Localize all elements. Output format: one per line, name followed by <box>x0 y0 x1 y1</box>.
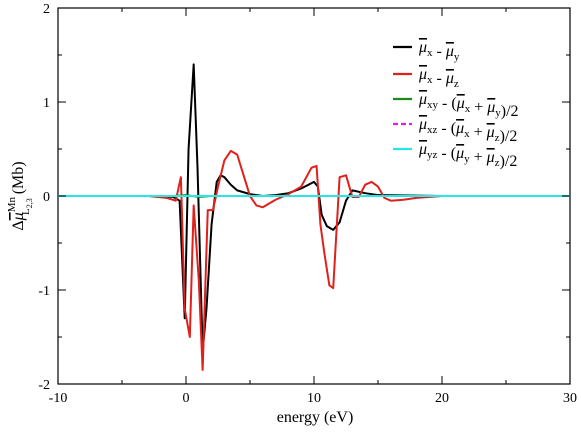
x-tick-label: 20 <box>435 391 449 406</box>
series-layer <box>58 63 570 371</box>
y-tick-label: 0 <box>43 190 50 205</box>
y-axis-label-text: ΔμMn L2,3 (Mb) <box>6 161 34 230</box>
x-tick-label: 0 <box>183 391 190 406</box>
legend-label-5: μyz - (μy + μz)/2 <box>418 141 517 170</box>
y-tick-label: 2 <box>43 2 50 17</box>
y-tick-label: 1 <box>43 96 50 111</box>
legend-label-3: μxy - (μx + μy)/2 <box>418 91 519 120</box>
y-tick-label: -1 <box>38 284 50 299</box>
y-tick-label: -2 <box>38 378 50 393</box>
legend-label-4: μxz - (μx + μz)/2 <box>418 116 517 145</box>
legend-label-2: μx - μz <box>418 66 459 90</box>
x-axis-label: energy (eV) <box>277 409 354 426</box>
legend-label-1: μx - μy <box>418 39 460 63</box>
x-tick-label: 10 <box>307 391 321 406</box>
series-line-2 <box>58 149 570 371</box>
x-tick-label: -10 <box>49 391 68 406</box>
y-axis-label: ΔμMn L2,3 (Mb) <box>6 161 34 230</box>
x-tick-label: 30 <box>563 391 577 406</box>
